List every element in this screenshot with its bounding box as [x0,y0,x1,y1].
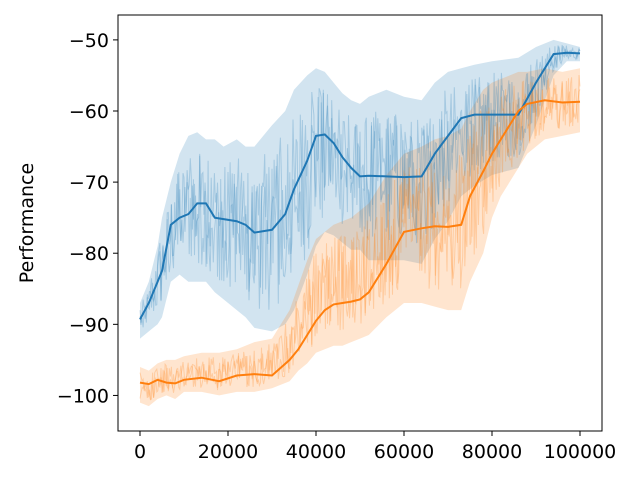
x-tick-label: 60000 [374,441,434,463]
plot-frame [117,14,603,432]
y-tick-label: −50 [69,30,109,52]
y-tick-label: −80 [69,243,109,265]
y-axis: −100 −90 −80 −70 −60 −50 [57,30,118,407]
series-1-noise-2 [139,44,581,328]
y-tick-label: −100 [57,385,109,407]
series-2-noise-2 [139,78,581,401]
x-tick-label: 20000 [198,441,258,463]
y-tick-label: −90 [69,314,109,336]
y-axis-label: Performance [16,163,38,283]
x-tick-label: 80000 [462,441,522,463]
mean-lines [139,51,581,386]
confidence-bands [140,39,580,407]
x-tick-label: 100000 [544,441,617,463]
series-1-band [140,39,580,339]
x-tick-label: 40000 [286,441,346,463]
y-tick-label: −70 [69,172,109,194]
series-2-noise-1 [139,74,581,400]
series-2-band [140,68,580,407]
series-2-mean-line [139,99,581,386]
x-axis: 0 20000 40000 60000 80000 100000 [134,431,616,463]
x-tick-label: 0 [134,441,146,463]
raw-noise-traces [139,44,581,401]
y-tick-label: −60 [69,101,109,123]
series-1-mean-line [139,51,581,320]
series-1-noise-1 [139,45,581,325]
